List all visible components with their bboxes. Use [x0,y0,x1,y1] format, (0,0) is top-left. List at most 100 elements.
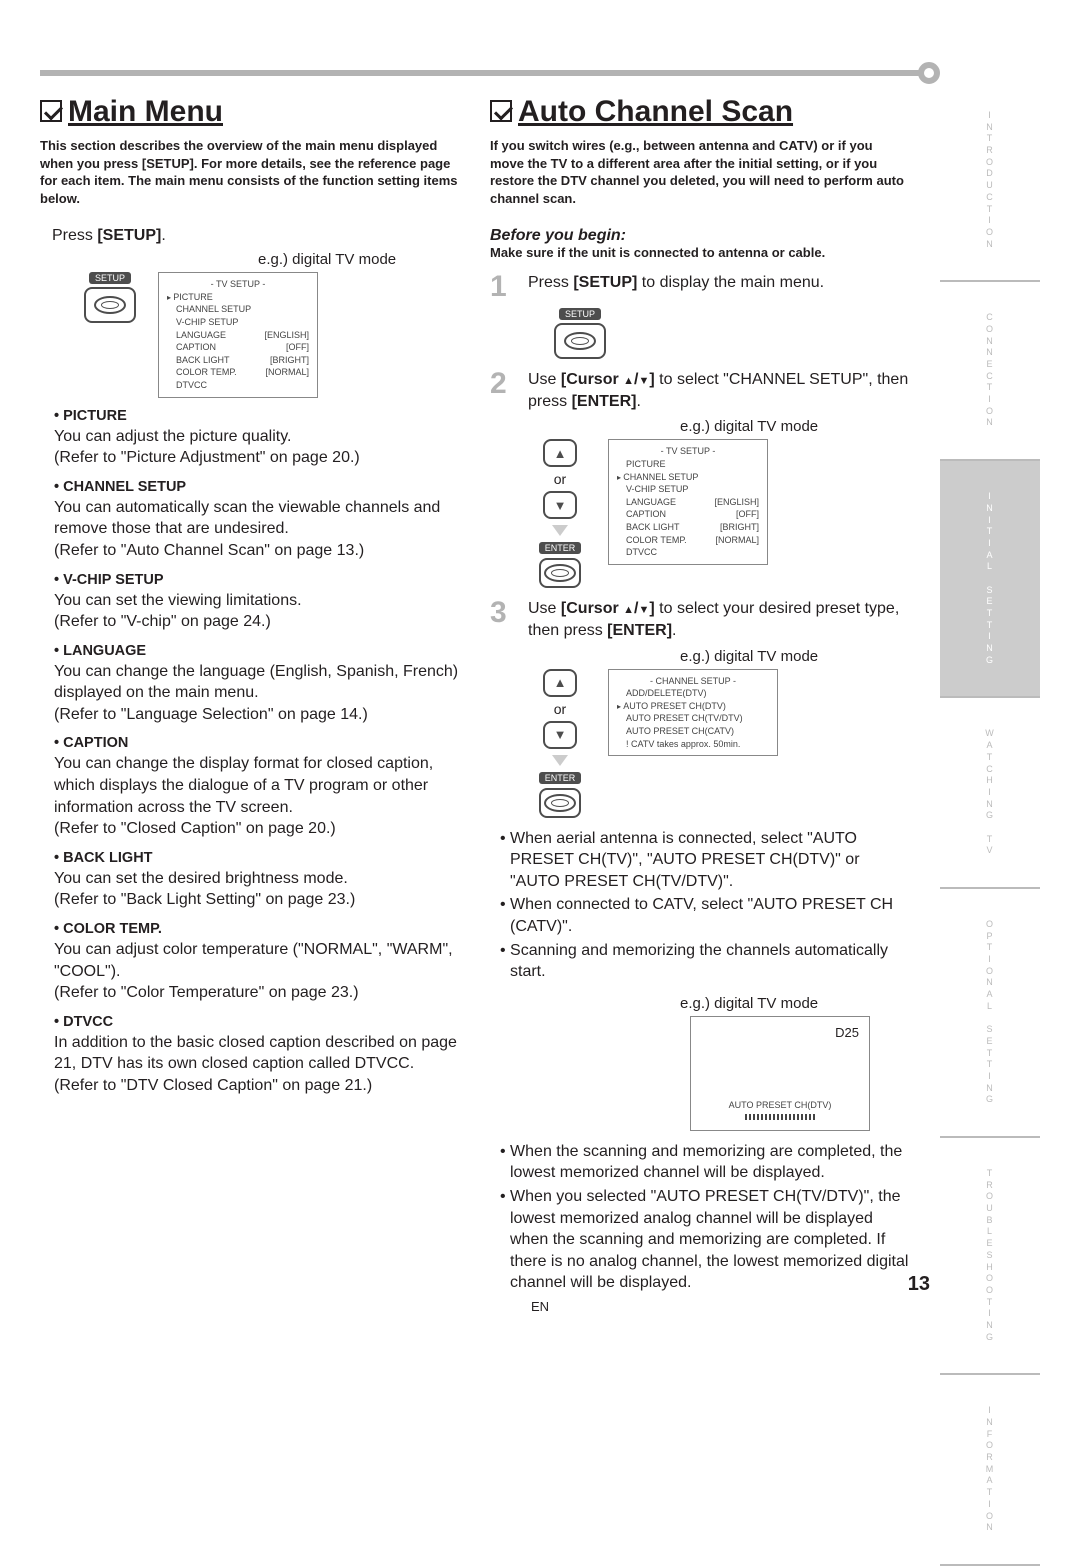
scan-label: AUTO PRESET CH(DTV) [691,1100,869,1110]
remote-setup-button: SETUP [550,308,610,359]
arrow-up-icon: ▲ [543,669,577,697]
eg-label: e.g.) digital TV mode [680,648,910,665]
menu-item-head: COLOR TEMP. [66,921,460,937]
bullets-1: When aerial antenna is connected, select… [500,828,910,983]
menu-item: BACK LIGHT You can set the desired bright… [54,850,460,911]
bullet-item: Scanning and memorizing the channels aut… [510,940,910,983]
menu-item-head: BACK LIGHT [66,850,460,866]
enter-pill-label: ENTER [539,542,582,554]
remote-oval-icon [84,287,136,323]
menu-item-body: In addition to the basic closed caption … [54,1032,460,1097]
setup-pill-label: SETUP [89,272,131,284]
menu-item: DTVCC In addition to the basic closed cap… [54,1014,460,1097]
progress-bar-icon [745,1114,815,1120]
menu-item: PICTURE You can adjust the picture qualit… [54,408,460,469]
menu-item-body: You can adjust color temperature ("NORMA… [54,939,460,1004]
remote-oval-icon [539,788,581,818]
menu-item: COLOR TEMP. You can adjust color temperat… [54,921,460,1004]
manual-page: INTRODUCTIONCONNECTIONINITIAL SETTINGWAT… [0,0,1080,1336]
menu-item-head: V-CHIP SETUP [66,572,460,588]
page-number: 13 [908,1273,930,1296]
side-tab: CONNECTION [940,282,1040,461]
setup-pill-label: SETUP [559,308,601,320]
step-2: 2 Use [Cursor ▲/▼] to select "CHANNEL SE… [490,369,910,412]
enter-pill-label: ENTER [539,772,582,784]
arrow-down-icon: ▼ [543,491,577,519]
step-number: 2 [490,369,518,399]
cursor-buttons: ▲ or ▼ ENTER [530,669,590,818]
remote-setup-button: SETUP [80,272,140,323]
menu-item: LANGUAGE You can change the language (Eng… [54,643,460,726]
step2-nav-block: ▲ or ▼ ENTER - TV SETUP -PICTURECHANNEL … [530,439,910,588]
top-rule [40,70,925,76]
menu-item-body: You can change the language (English, Sp… [54,661,460,726]
menu-item-body: You can adjust the picture quality.(Refe… [54,426,460,469]
step-3-text: Use [Cursor ▲/▼] to select your desired … [528,598,910,641]
auto-scan-title: Auto Channel Scan [490,95,910,129]
side-tab: INITIAL SETTING [940,461,1040,698]
menu-item-body: You can set the desired brightness mode.… [54,868,460,911]
side-tab: INFORMATION [940,1375,1040,1566]
menu-item-body: You can change the display format for cl… [54,753,460,839]
menu-item: V-CHIP SETUP You can set the viewing limi… [54,572,460,633]
page-language: EN [531,1299,549,1314]
eg-label: e.g.) digital TV mode [258,251,460,268]
setup-illustration: SETUP - TV SETUP -PICTURECHANNEL SETUPV-… [80,272,460,397]
flow-arrow-icon [552,755,568,766]
menu-item-head: DTVCC [66,1014,460,1030]
menu-item-head: CAPTION [66,735,460,751]
eg-label: e.g.) digital TV mode [680,995,910,1012]
scan-preview-box: D25 AUTO PRESET CH(DTV) [690,1016,870,1131]
tv-menu-box-2: - TV SETUP -PICTURECHANNEL SETUPV-CHIP S… [608,439,768,564]
before-begin-sub: Make sure if the unit is connected to an… [490,245,910,260]
check-icon [40,100,62,122]
auto-scan-intro: If you switch wires (e.g., between anten… [490,137,910,207]
remote-oval-icon [539,558,581,588]
side-tab: WATCHING TV [940,698,1040,889]
left-column: Main Menu This section describes the ove… [40,95,460,1296]
side-tab: INTRODUCTION [940,80,1040,282]
or-label: or [554,471,566,487]
scan-box-wrap: D25 AUTO PRESET CH(DTV) [690,1016,910,1131]
flow-arrow-icon [552,525,568,536]
check-icon [490,100,512,122]
main-menu-intro: This section describes the overview of t… [40,137,460,207]
step-1-text: Press [SETUP] to display the main menu. [528,272,910,294]
bullet-item: When you selected "AUTO PRESET CH(TV/DTV… [510,1186,910,1294]
arrow-down-icon: ▼ [543,721,577,749]
bullets-2: When the scanning and memorizing are com… [500,1141,910,1294]
side-tab: TROUBLESHOOTING [940,1138,1040,1375]
before-begin-heading: Before you begin: [490,227,910,245]
side-tabs: INTRODUCTIONCONNECTIONINITIAL SETTINGWAT… [940,80,1040,1566]
menu-item: CAPTION You can change the display format… [54,735,460,839]
menu-item-list: PICTURE You can adjust the picture qualit… [40,408,460,1097]
press-setup-line: Press [SETUP]. [52,227,460,245]
bullet-item: When aerial antenna is connected, select… [510,828,910,893]
tv-menu-box-1: - TV SETUP -PICTURECHANNEL SETUPV-CHIP S… [158,272,318,397]
side-tab: OPTIONAL SETTING [940,889,1040,1138]
arrow-up-icon: ▲ [543,439,577,467]
menu-item-head: CHANNEL SETUP [66,479,460,495]
step-1: 1 Press [SETUP] to display the main menu… [490,272,910,302]
step-2-text: Use [Cursor ▲/▼] to select "CHANNEL SETU… [528,369,910,412]
menu-item-head: PICTURE [66,408,460,424]
cursor-buttons: ▲ or ▼ ENTER [530,439,590,588]
eg-label: e.g.) digital TV mode [680,418,910,435]
step3-nav-block: ▲ or ▼ ENTER - CHANNEL SETUP -ADD/DELETE… [530,669,910,818]
tv-menu-box-3: - CHANNEL SETUP -ADD/DELETE(DTV)AUTO PRE… [608,669,778,757]
channel-number: D25 [835,1025,859,1040]
main-menu-title: Main Menu [40,95,460,129]
menu-item-body: You can set the viewing limitations.(Ref… [54,590,460,633]
step1-remote: SETUP [550,308,910,359]
menu-item-body: You can automatically scan the viewable … [54,497,460,562]
step-3: 3 Use [Cursor ▲/▼] to select your desire… [490,598,910,641]
bullet-item: When connected to CATV, select "AUTO PRE… [510,894,910,937]
remote-oval-icon [554,323,606,359]
step-number: 3 [490,598,518,628]
bullet-item: When the scanning and memorizing are com… [510,1141,910,1184]
top-circle-decor [918,62,940,84]
menu-item: CHANNEL SETUP You can automatically scan … [54,479,460,562]
right-column: Auto Channel Scan If you switch wires (e… [490,95,910,1296]
or-label: or [554,701,566,717]
menu-item-head: LANGUAGE [66,643,460,659]
